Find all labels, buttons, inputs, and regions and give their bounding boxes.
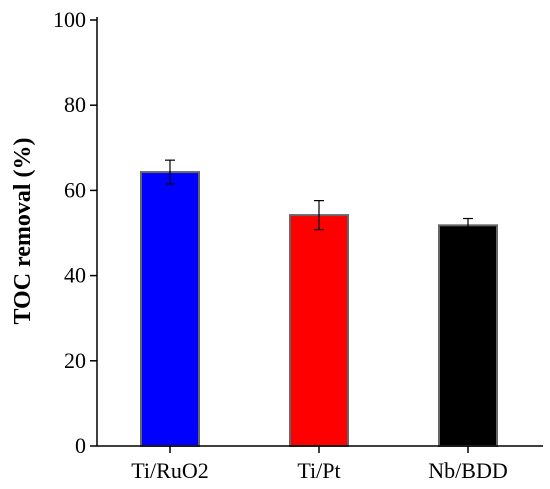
bar bbox=[438, 224, 498, 447]
y-tick-label: 0 bbox=[75, 433, 86, 458]
y-ticks-group: 0 20 40 60 80 100 bbox=[53, 7, 97, 458]
bar bbox=[140, 171, 200, 447]
y-tick-label: 80 bbox=[64, 92, 86, 117]
y-tick-label: 100 bbox=[53, 7, 86, 32]
y-tick-label: 40 bbox=[64, 263, 86, 288]
y-tick-label: 20 bbox=[64, 348, 86, 373]
plot-area: 0 20 40 60 80 100 Ti/RuO2 Ti/Pt Nb/BDD bbox=[53, 7, 543, 483]
bar bbox=[289, 214, 349, 447]
x-category-label: Ti/RuO2 bbox=[131, 458, 208, 483]
y-tick-label: 60 bbox=[64, 177, 86, 202]
error-bars-group bbox=[165, 159, 473, 233]
x-category-label: Ti/Pt bbox=[297, 458, 340, 483]
x-category-label: Nb/BDD bbox=[428, 458, 507, 483]
x-ticks-group: Ti/RuO2 Ti/Pt Nb/BDD bbox=[131, 446, 508, 483]
y-axis-title: TOC removal (%) bbox=[10, 137, 36, 324]
